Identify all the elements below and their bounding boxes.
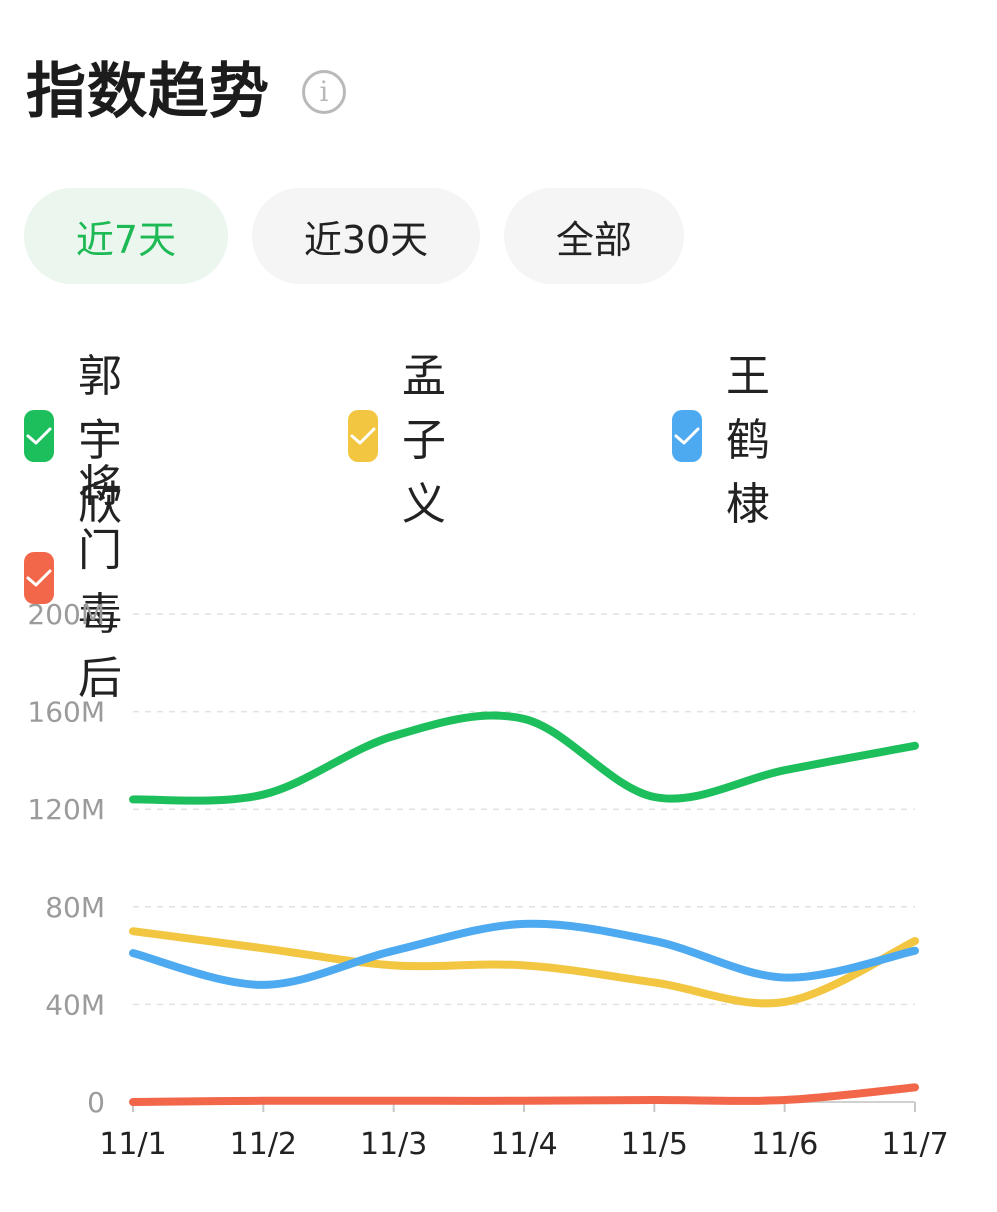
y-tick-label: 80M <box>45 891 105 924</box>
checkbox-checked-icon[interactable] <box>348 410 378 462</box>
series-line-3 <box>129 919 919 989</box>
checkbox-checked-icon[interactable] <box>24 552 54 604</box>
legend-item-wanghedi[interactable]: 王鹤棣 <box>672 340 793 532</box>
legend-label: 孟子义 <box>402 351 447 530</box>
legend-item-jiangmenduhou[interactable]: 将门毒后 <box>24 450 145 706</box>
x-tick-label: 11/7 <box>881 1127 948 1162</box>
trend-line-chart: 0 40M 80M 120M 160M 200M 11/1 11/2 11/3 11/4 11/5 1… <box>27 598 948 1162</box>
series-line-2 <box>129 927 919 1008</box>
legend-label: 郭宇欣 <box>78 351 123 530</box>
y-tick-label: 0 <box>87 1086 105 1119</box>
y-tick-label: 40M <box>45 988 105 1021</box>
series-line-1 <box>129 711 919 805</box>
series-line-4 <box>129 1083 919 1106</box>
tab-7-days[interactable]: 近7天 <box>24 188 228 284</box>
page-title: 指数趋势 <box>26 57 270 127</box>
y-tick-label: 160M <box>27 696 105 729</box>
x-tick-label: 11/6 <box>751 1127 818 1162</box>
legend-item-guoyuxin[interactable]: 郭宇欣 <box>24 340 145 532</box>
legend-label: 将门毒后 <box>78 461 123 704</box>
y-tick-label: 200M <box>27 598 105 631</box>
y-tick-label: 120M <box>27 793 105 826</box>
legend-item-mengziyi[interactable]: 孟子义 <box>348 340 469 532</box>
x-tick-label: 11/5 <box>621 1127 688 1162</box>
legend-label: 王鹤棣 <box>726 351 771 530</box>
x-tick-label: 11/2 <box>230 1127 297 1162</box>
x-tick-label: 11/3 <box>360 1127 427 1162</box>
tab-all[interactable]: 全部 <box>504 188 684 284</box>
info-icon[interactable]: i <box>302 70 346 114</box>
x-tick-label: 11/1 <box>99 1127 166 1162</box>
checkbox-checked-icon[interactable] <box>24 410 54 462</box>
x-tick-label: 11/4 <box>490 1127 557 1162</box>
time-range-tabs: 近7天 近30天 全部 <box>24 188 708 284</box>
page-header: 指数趋势 i <box>26 52 346 132</box>
tab-30-days[interactable]: 近30天 <box>252 188 480 284</box>
checkbox-checked-icon[interactable] <box>672 410 702 462</box>
